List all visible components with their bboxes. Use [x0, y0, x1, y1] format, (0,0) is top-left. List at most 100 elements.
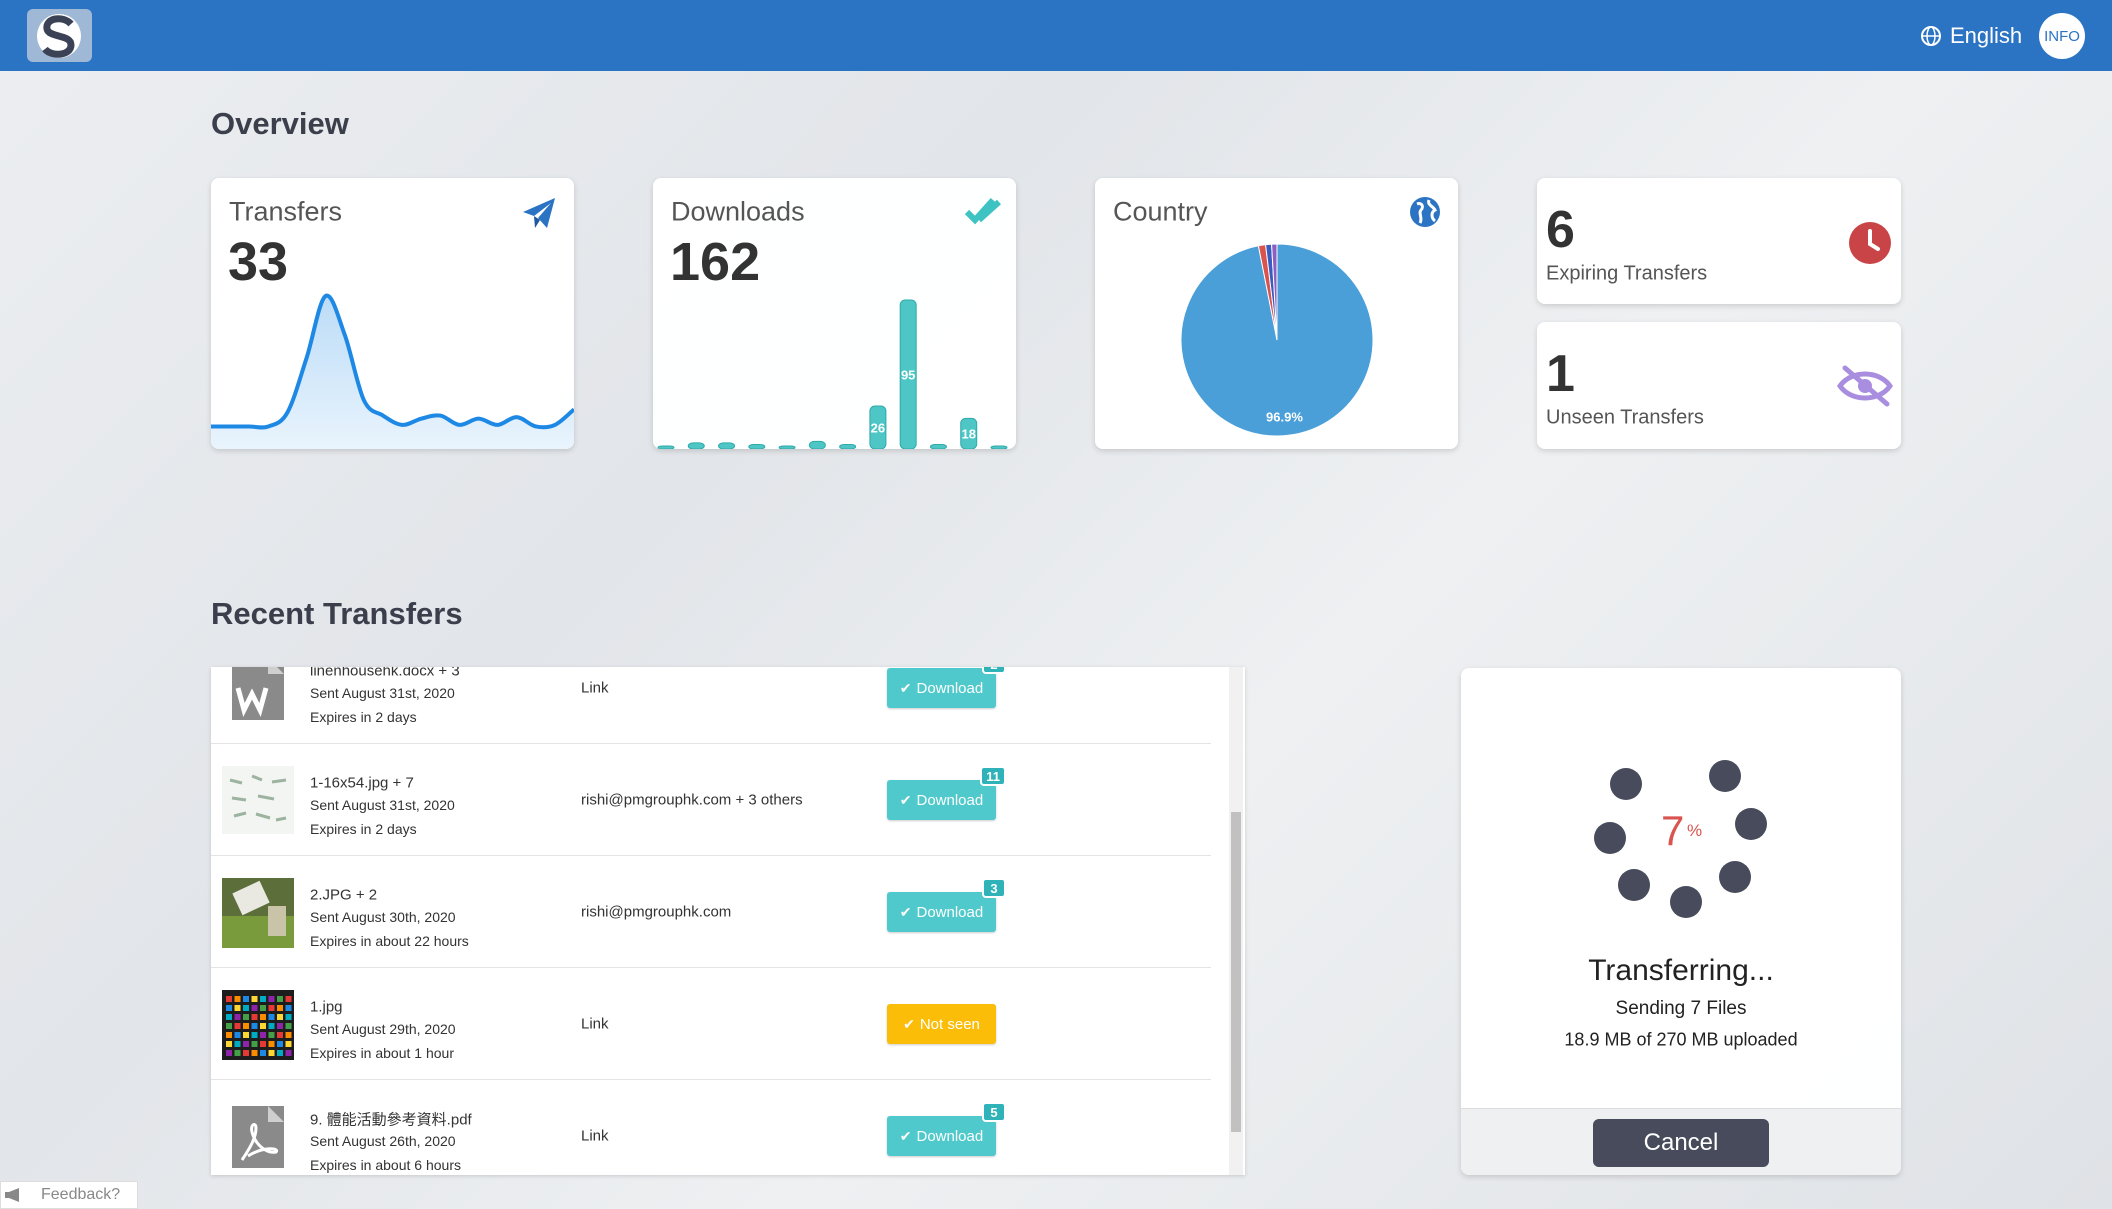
- progress-uploaded: 18.9 MB of 270 MB uploaded: [1564, 1029, 1798, 1050]
- spinner-dots: [1594, 760, 1767, 918]
- slash: [1842, 365, 1890, 407]
- icon-part: [285, 1041, 292, 1047]
- button-icon-check: ✔: [899, 791, 912, 808]
- downloads-card: Downloads 162 26 95 18: [653, 178, 1016, 449]
- dot: [1594, 822, 1626, 854]
- action-button[interactable]: ✔ Not seen: [887, 1004, 996, 1044]
- icon-part: [243, 1041, 249, 1047]
- button-icon-check: ✔: [899, 1127, 912, 1144]
- action-button[interactable]: ✔ Download 5: [887, 1102, 1006, 1156]
- icon-part: [243, 1023, 249, 1029]
- sent-date: Sent August 29th, 2020: [310, 1021, 456, 1037]
- icon-part: [277, 1005, 283, 1011]
- bar: [990, 445, 1008, 449]
- pie-label: 96.9%: [1266, 409, 1303, 424]
- icon-part: [229, 774, 287, 822]
- file-thumbnail: [222, 766, 294, 834]
- megaphone-icon: [5, 1188, 19, 1202]
- icon-part: [234, 1023, 241, 1029]
- file-name: 1.jpg: [310, 998, 343, 1016]
- bar-label: 18: [961, 427, 975, 442]
- icon-part: [268, 1041, 275, 1047]
- card-value: 6: [1546, 201, 1575, 259]
- bar: [718, 442, 736, 449]
- icon-part: [260, 1014, 266, 1020]
- icon-part: [277, 1023, 283, 1029]
- header: English INFO: [0, 0, 2112, 71]
- icon-part: [226, 1032, 232, 1038]
- bar: [899, 299, 917, 449]
- icon-part: [251, 1050, 258, 1056]
- country-card: Country 96.9%: [1095, 178, 1458, 449]
- icon-part: [277, 1050, 283, 1056]
- icon-part: [251, 1014, 258, 1020]
- progress-unit: %: [1687, 821, 1703, 840]
- count-badge: 3: [982, 878, 1006, 898]
- icon-part: [226, 1041, 232, 1047]
- action-button[interactable]: ✔ Download 3: [887, 878, 1006, 932]
- language[interactable]: English: [1950, 23, 2023, 48]
- icon-part: [222, 766, 294, 834]
- expiry: Expires in 2 days: [310, 709, 417, 725]
- recipient: Link: [581, 1015, 609, 1033]
- icon-part: [277, 1032, 283, 1038]
- button-label: Download: [916, 791, 984, 809]
- expiry: Expires in about 1 hour: [310, 1045, 454, 1061]
- icon-part: [285, 1032, 292, 1038]
- icon-part: [243, 1050, 249, 1056]
- bar-chart: 26 95 18: [657, 299, 1008, 449]
- icon-part: [251, 1005, 258, 1011]
- icon-part: [234, 1005, 241, 1011]
- file-thumbnail: [222, 990, 294, 1060]
- info-button[interactable]: INFO: [2039, 13, 2085, 59]
- check-icon: [965, 197, 1001, 225]
- clock-hands: [1868, 229, 1880, 251]
- icon-part: [268, 906, 286, 936]
- transfer-row: linenhousehk.docx + 3 Sent August 31st, 2…: [211, 667, 1211, 744]
- section-title: Overview: [211, 106, 349, 141]
- transfer-list: linenhousehk.docx + 3 Sent August 31st, 2…: [211, 667, 1245, 1175]
- icon-part: [222, 990, 294, 1060]
- action-button[interactable]: ✔Download 2: [887, 667, 1006, 708]
- card-value: 162: [670, 232, 761, 292]
- section-title: Recent Transfers: [211, 596, 463, 631]
- dot: [1735, 808, 1767, 840]
- logo[interactable]: [27, 9, 92, 62]
- bar: [687, 442, 705, 449]
- expiring-card: 6 Expiring Transfers: [1537, 178, 1901, 304]
- check-2: [976, 199, 1001, 223]
- bar: [778, 445, 796, 449]
- icon-part: [268, 1106, 284, 1122]
- globe-icon: [1921, 26, 1941, 46]
- sent-date: Sent August 30th, 2020: [310, 909, 456, 925]
- icon-part: [234, 1041, 241, 1047]
- unseen-card: 1 Unseen Transfers: [1537, 322, 1901, 449]
- action-button[interactable]: ✔ Download 11: [887, 766, 1006, 820]
- cancel-button[interactable]: Cancel: [1593, 1119, 1769, 1167]
- icon-part: [251, 1041, 258, 1047]
- transfer-row: 1-16x54.jpg + 7 Sent August 31st, 2020 Exp…: [211, 744, 1211, 856]
- transfer-row: 9. 體能活動參考資料.pdf Sent August 26th, 2020 Exp…: [211, 1080, 1211, 1175]
- icon-part: [277, 996, 283, 1002]
- bar: [839, 443, 857, 449]
- transfers-card: Transfers 33: [211, 178, 574, 449]
- trend-line: [211, 293, 574, 430]
- button-label: Download: [916, 1127, 984, 1145]
- icon-part: [234, 1014, 241, 1020]
- sent-date: Sent August 26th, 2020: [310, 1133, 456, 1149]
- bar-label: 26: [871, 421, 885, 436]
- icon-part: [268, 1014, 275, 1020]
- icon-part: [268, 667, 284, 674]
- dot: [1670, 886, 1702, 918]
- file-thumbnail: [222, 878, 294, 948]
- feedback-button[interactable]: Feedback?: [0, 1181, 138, 1209]
- recipient: Link: [581, 1127, 609, 1145]
- icon-part: [260, 1023, 266, 1029]
- file-name: linenhousehk.docx + 3: [310, 667, 460, 680]
- icon-part: [243, 996, 249, 1002]
- icon-part: [232, 880, 270, 916]
- scroll-thumb[interactable]: [1231, 812, 1241, 1132]
- icon-part: [226, 1050, 232, 1056]
- icon-part: [251, 996, 258, 1002]
